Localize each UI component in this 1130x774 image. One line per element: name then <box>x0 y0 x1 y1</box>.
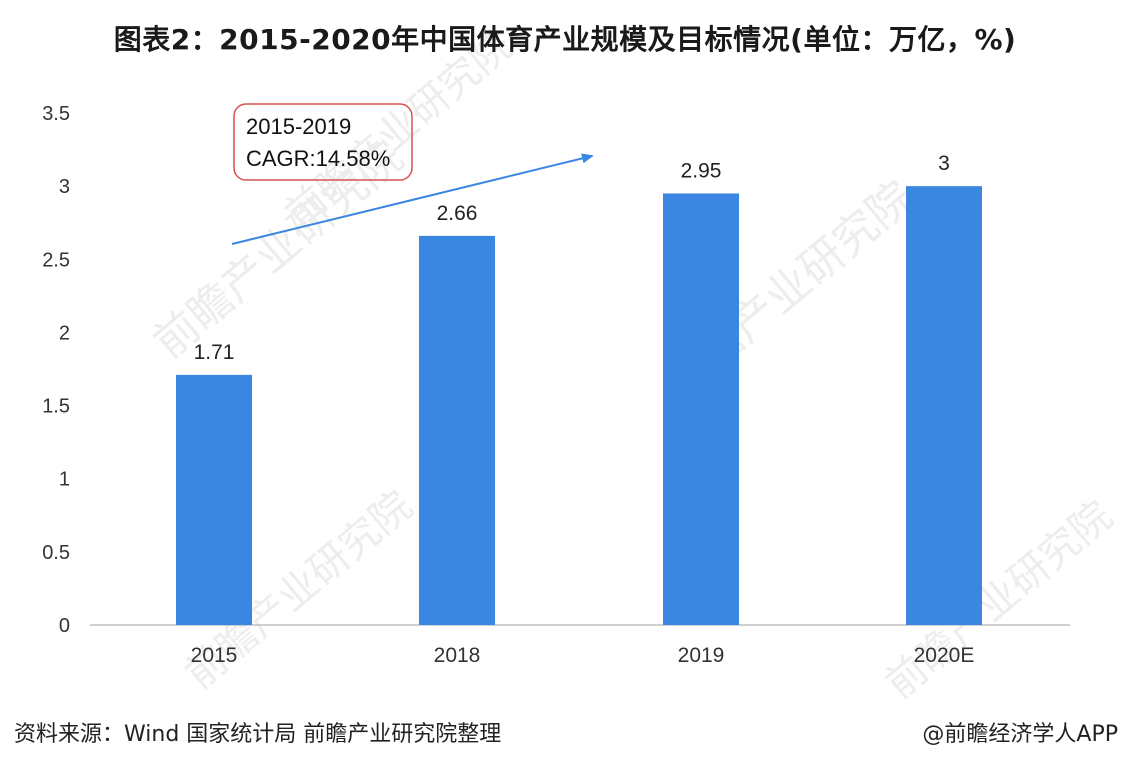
x-tick-label-2020E: 2020E <box>914 644 975 667</box>
bars-group <box>176 186 982 625</box>
y-tick-label: 0.5 <box>42 542 70 564</box>
bar-2015 <box>176 374 252 625</box>
cagr-annotation-box <box>233 103 413 181</box>
credit-note: @前瞻经济学人APP <box>922 722 1118 747</box>
y-tick-label: 3.5 <box>42 103 70 125</box>
chart-title: 图表2：2015-2020年中国体育产业规模及目标情况(单位：万亿，%) <box>113 23 1017 56</box>
value-label-2020E: 3 <box>938 152 950 175</box>
y-tick-label: 1.5 <box>42 396 70 418</box>
value-label-2018: 2.66 <box>437 202 478 225</box>
x-tick-label-2018: 2018 <box>434 644 481 667</box>
x-tick-label-2015: 2015 <box>191 644 238 667</box>
value-label-2015: 1.71 <box>194 341 235 364</box>
y-tick-label: 2.5 <box>42 249 70 271</box>
bar-2018 <box>419 235 495 625</box>
bar-2020E <box>906 186 982 625</box>
source-note: 资料来源：Wind 国家统计局 前瞻产业研究院整理 <box>14 722 502 747</box>
value-labels: 1.71 2.66 2.95 3 <box>194 152 950 364</box>
value-label-2019: 2.95 <box>681 159 722 182</box>
bar-2019 <box>663 193 739 625</box>
cagr-annotation-line1: 2015-2019 <box>246 114 351 139</box>
y-tick-label: 2 <box>59 322 70 344</box>
y-tick-label: 0 <box>59 615 70 637</box>
y-tick-label: 3 <box>59 176 70 198</box>
y-axis: 0 0.5 1 1.5 2 2.5 3 3.5 <box>42 103 70 637</box>
x-axis-labels: 2015 2018 2019 2020E <box>191 644 975 667</box>
y-tick-label: 1 <box>59 469 70 491</box>
cagr-arrow <box>231 153 594 245</box>
x-tick-label-2019: 2019 <box>678 644 725 667</box>
cagr-annotation: 2015-2019 CAGR:14.58% <box>233 103 413 181</box>
cagr-annotation-line2: CAGR:14.58% <box>246 146 390 171</box>
